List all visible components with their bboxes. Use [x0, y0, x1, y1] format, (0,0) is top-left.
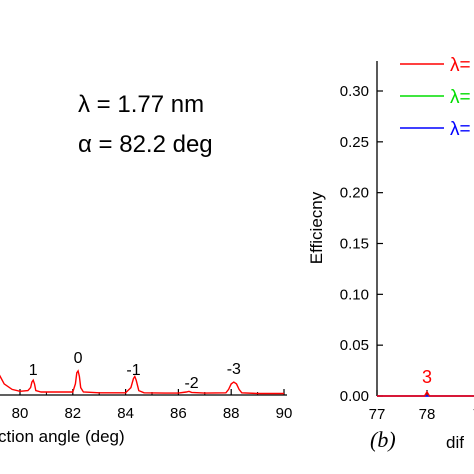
- legend-label: λ=: [450, 119, 471, 140]
- angle-annotation: α = 82.2 deg: [78, 131, 213, 158]
- panel-b-label: (b): [370, 427, 396, 452]
- panel-b-x-tick-label: 77: [369, 406, 386, 423]
- panel-b-y-tick-label: 0.15: [340, 236, 369, 253]
- legend-label: λ=: [450, 87, 471, 108]
- panel-a-peak-labels: 1 0 -1 -2 -3: [29, 350, 241, 392]
- panel-b-series: [377, 390, 474, 397]
- panel-b-x-tick-label-partial: 7: [473, 406, 474, 423]
- panel-a-x-tick-label: 90: [276, 405, 293, 422]
- panel-b-x-axis-label: dif: [446, 433, 464, 452]
- panel-a-peak-label: 0: [74, 350, 83, 367]
- panel-b-y-tick-label: 0.10: [340, 286, 369, 303]
- panel-b-y-tick-label: 0.00: [340, 388, 369, 405]
- panel-b-series-line: [377, 390, 474, 397]
- panel-a-spectrum-line: [0, 369, 284, 395]
- wavelength-annotation: λ = 1.77 nm: [78, 91, 204, 118]
- panel-b-peak-label: 3: [422, 367, 432, 387]
- panel-b-y-tick-label: 0.30: [340, 83, 369, 100]
- panel-a-peak-label: -3: [227, 361, 241, 378]
- panel-b: 0.00 0.05 0.10 0.15 0.20 0.25 0.30 77 78 7 Effic…: [307, 55, 474, 452]
- panel-a-x-ticks: 80 82 84 86 88 90: [12, 389, 293, 422]
- panel-b-legend: λ= λ= λ=: [400, 55, 471, 140]
- panel-b-y-tick-label: 0.05: [340, 337, 369, 354]
- panel-b-y-axis-label: Efficiecny: [307, 191, 326, 264]
- panel-a-peak-label: -1: [126, 362, 140, 379]
- panel-b-y-tick-label: 0.25: [340, 134, 369, 151]
- panel-a-x-tick-label: 84: [117, 405, 134, 422]
- panel-a-x-tick-label: 80: [12, 405, 29, 422]
- panel-a-peak-label: 1: [29, 362, 38, 379]
- panel-a-peak-label: -2: [184, 375, 198, 392]
- panel-a-x-tick-label: 88: [223, 405, 240, 422]
- panel-a: λ = 1.77 nm α = 82.2 deg 80 82 84 86 88 90 1 0…: [0, 91, 292, 446]
- panel-a-x-tick-label: 86: [170, 405, 187, 422]
- panel-a-x-axis-label: ction angle (deg): [0, 427, 125, 446]
- panel-a-x-tick-label: 82: [64, 405, 81, 422]
- legend-label: λ=: [450, 55, 471, 76]
- panel-b-x-ticks: 77 78 7: [369, 390, 474, 423]
- panel-b-x-tick-label: 78: [419, 406, 436, 423]
- panel-b-y-tick-label: 0.20: [340, 185, 369, 202]
- panel-b-peak-labels: 3: [422, 367, 432, 387]
- panel-b-y-ticks: 0.00 0.05 0.10 0.15 0.20 0.25 0.30: [340, 83, 383, 405]
